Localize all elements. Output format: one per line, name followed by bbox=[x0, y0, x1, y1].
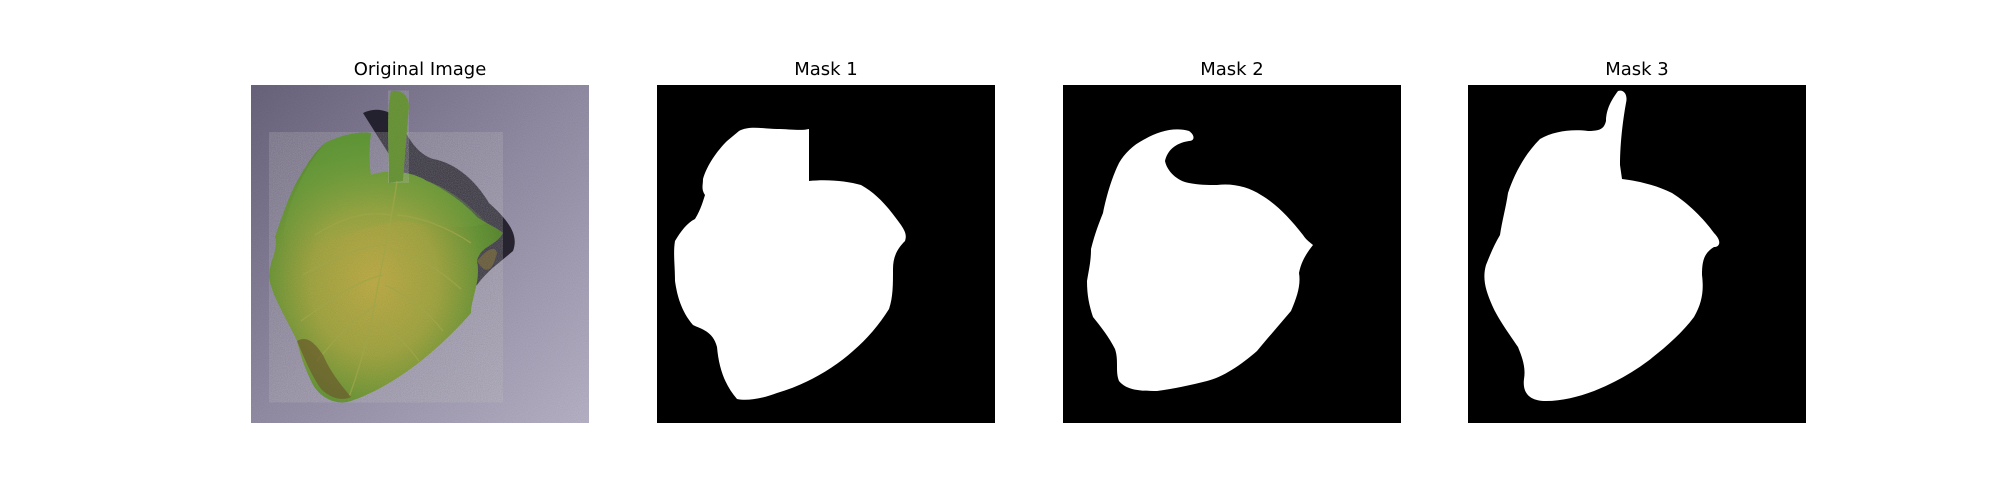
panel-title: Original Image bbox=[353, 59, 487, 80]
panel-title: Mask 1 bbox=[794, 59, 858, 80]
mask-2-image bbox=[1063, 85, 1401, 423]
mask-3-image bbox=[1468, 85, 1806, 423]
leaf-veins bbox=[300, 180, 472, 398]
original-leaf-photo bbox=[251, 85, 589, 423]
mask-2-panel: Mask 2 bbox=[1063, 55, 1401, 423]
original-image-panel: Original Image bbox=[251, 55, 589, 423]
mask-1-image bbox=[657, 85, 995, 423]
mask-3-panel: Mask 3 bbox=[1468, 55, 1806, 423]
panel-title: Mask 2 bbox=[1200, 59, 1264, 80]
mask-3-region bbox=[1484, 90, 1720, 402]
mask-2-region bbox=[1087, 129, 1313, 391]
leaf-necrotic-edge bbox=[297, 338, 351, 399]
mask-1-region bbox=[674, 127, 906, 400]
mask-1-panel: Mask 1 bbox=[657, 55, 995, 423]
leaf-stem bbox=[388, 90, 409, 183]
panel-title: Mask 3 bbox=[1605, 59, 1669, 80]
